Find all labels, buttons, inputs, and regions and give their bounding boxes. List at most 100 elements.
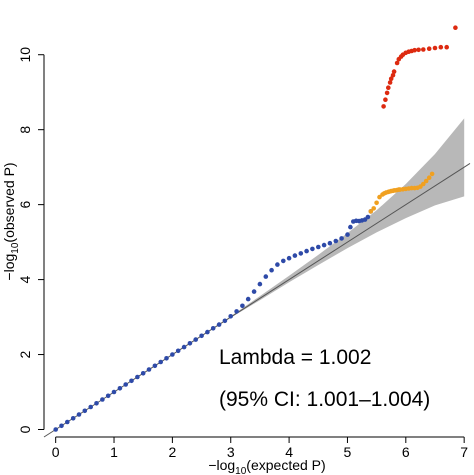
data-point-s0-25 [199,333,204,339]
data-point-s0-12 [123,382,128,387]
data-point-s0-0 [53,427,58,432]
data-point-s0-6 [88,404,93,410]
data-point-s0-44 [310,246,315,252]
data-point-s2-4 [387,80,393,85]
x-axis-title-prefix: −log [208,457,235,473]
x-tick-label-7: 7 [460,444,468,460]
data-point-s0-1 [59,423,64,429]
data-point-s2-19 [432,45,438,51]
data-point-s1-24 [423,178,429,184]
data-point-s0-47 [327,240,333,246]
x-tick-label-3: 3 [227,444,235,460]
data-point-s1-1 [371,206,377,211]
data-point-s0-46 [321,242,327,248]
data-point-s0-33 [245,296,251,302]
data-point-s0-51 [348,224,353,230]
confidence-band [230,118,465,318]
data-point-s2-3 [386,85,391,90]
data-point-s0-10 [111,389,117,395]
x-tick-label-6: 6 [402,444,410,460]
data-point-s0-20 [170,352,175,357]
x-tick-label-5: 5 [344,444,352,460]
data-point-s0-5 [82,408,88,414]
y-ticks: 0 2 4 6 8 10 [17,47,44,433]
x-ticks: 0 1 2 3 4 5 6 7 [52,437,468,460]
data-point-s0-30 [228,314,233,319]
data-point-s0-40 [286,255,292,261]
data-point-s0-43 [304,248,309,254]
y-tick-label-10: 10 [17,47,33,63]
data-point-s0-31 [234,309,239,314]
data-point-s2-2 [384,90,390,96]
x-axis-title: −log10(expected P) [208,457,325,475]
data-point-s0-48 [333,238,339,244]
data-point-s1-0 [368,209,374,214]
data-point-s2-17 [421,47,426,52]
data-point-s0-11 [117,386,123,391]
x-tick-label-2: 2 [168,444,176,460]
data-point-s0-22 [181,344,187,350]
data-point-s0-32 [240,303,245,309]
data-point-s0-38 [275,262,280,267]
data-point-s0-27 [210,326,216,331]
data-point-s0-3 [70,416,76,421]
data-point-s1-23 [421,181,426,187]
y-axis-title-suffix: (observed P) [1,162,17,242]
data-point-s0-9 [105,393,111,399]
lambda-annotation: Lambda = 1.002 [219,346,371,369]
data-point-s0-23 [187,341,193,346]
data-point-s0-37 [269,267,274,273]
data-point-s0-18 [158,359,163,365]
data-point-s1-25 [426,175,432,180]
data-point-s0-39 [281,258,286,264]
data-point-s0-17 [152,363,158,369]
data-point-s0-41 [292,253,298,258]
data-point-s0-36 [263,274,269,279]
data-point-s0-15 [140,371,146,376]
data-point-s2-6 [390,73,396,78]
x-axis-title-subscript: 10 [235,466,247,475]
data-point-s0-8 [100,397,105,402]
y-axis-title: −log10(observed P) [1,162,21,280]
confidence-band-layer [230,118,465,318]
data-point-s0-28 [216,322,222,327]
data-point-s0-42 [298,251,304,256]
ci-annotation: (95% CI: 1.001–1.004) [219,388,430,411]
data-point-s0-34 [251,289,257,294]
data-point-s2-21 [444,44,450,50]
data-point-s0-14 [135,374,140,380]
data-point-s0-19 [164,356,169,361]
y-tick-label-4: 4 [17,275,33,283]
data-point-s2-0 [381,104,386,109]
axes-layer [43,54,465,438]
y-axis-title-subscript: 10 [10,242,21,254]
data-point-s2-5 [388,76,394,81]
y-tick-label-2: 2 [17,350,33,358]
data-point-s1-3 [377,194,382,200]
x-axis-title-suffix: (expected P) [246,457,325,473]
data-point-s0-45 [316,244,321,250]
data-point-s2-18 [426,46,432,51]
data-point-s2-22 [453,25,458,31]
points-layer [53,25,458,432]
y-tick-label-6: 6 [17,201,33,209]
data-point-s2-15 [412,47,417,53]
data-point-s0-29 [222,318,228,324]
data-point-s0-13 [129,378,134,384]
data-point-s0-26 [205,329,210,335]
data-point-s0-4 [76,412,82,417]
y-tick-label-0: 0 [17,425,33,433]
data-point-s0-57 [365,214,371,220]
data-point-s0-2 [65,419,70,425]
data-point-s0-21 [175,348,181,354]
data-point-s2-8 [394,60,400,66]
data-point-s0-16 [146,367,152,372]
y-tick-label-8: 8 [17,126,33,134]
data-point-s2-1 [383,97,388,102]
data-point-s0-50 [345,232,350,237]
data-point-s1-26 [429,171,435,177]
data-point-s2-7 [391,69,397,74]
data-point-s0-49 [339,236,344,241]
